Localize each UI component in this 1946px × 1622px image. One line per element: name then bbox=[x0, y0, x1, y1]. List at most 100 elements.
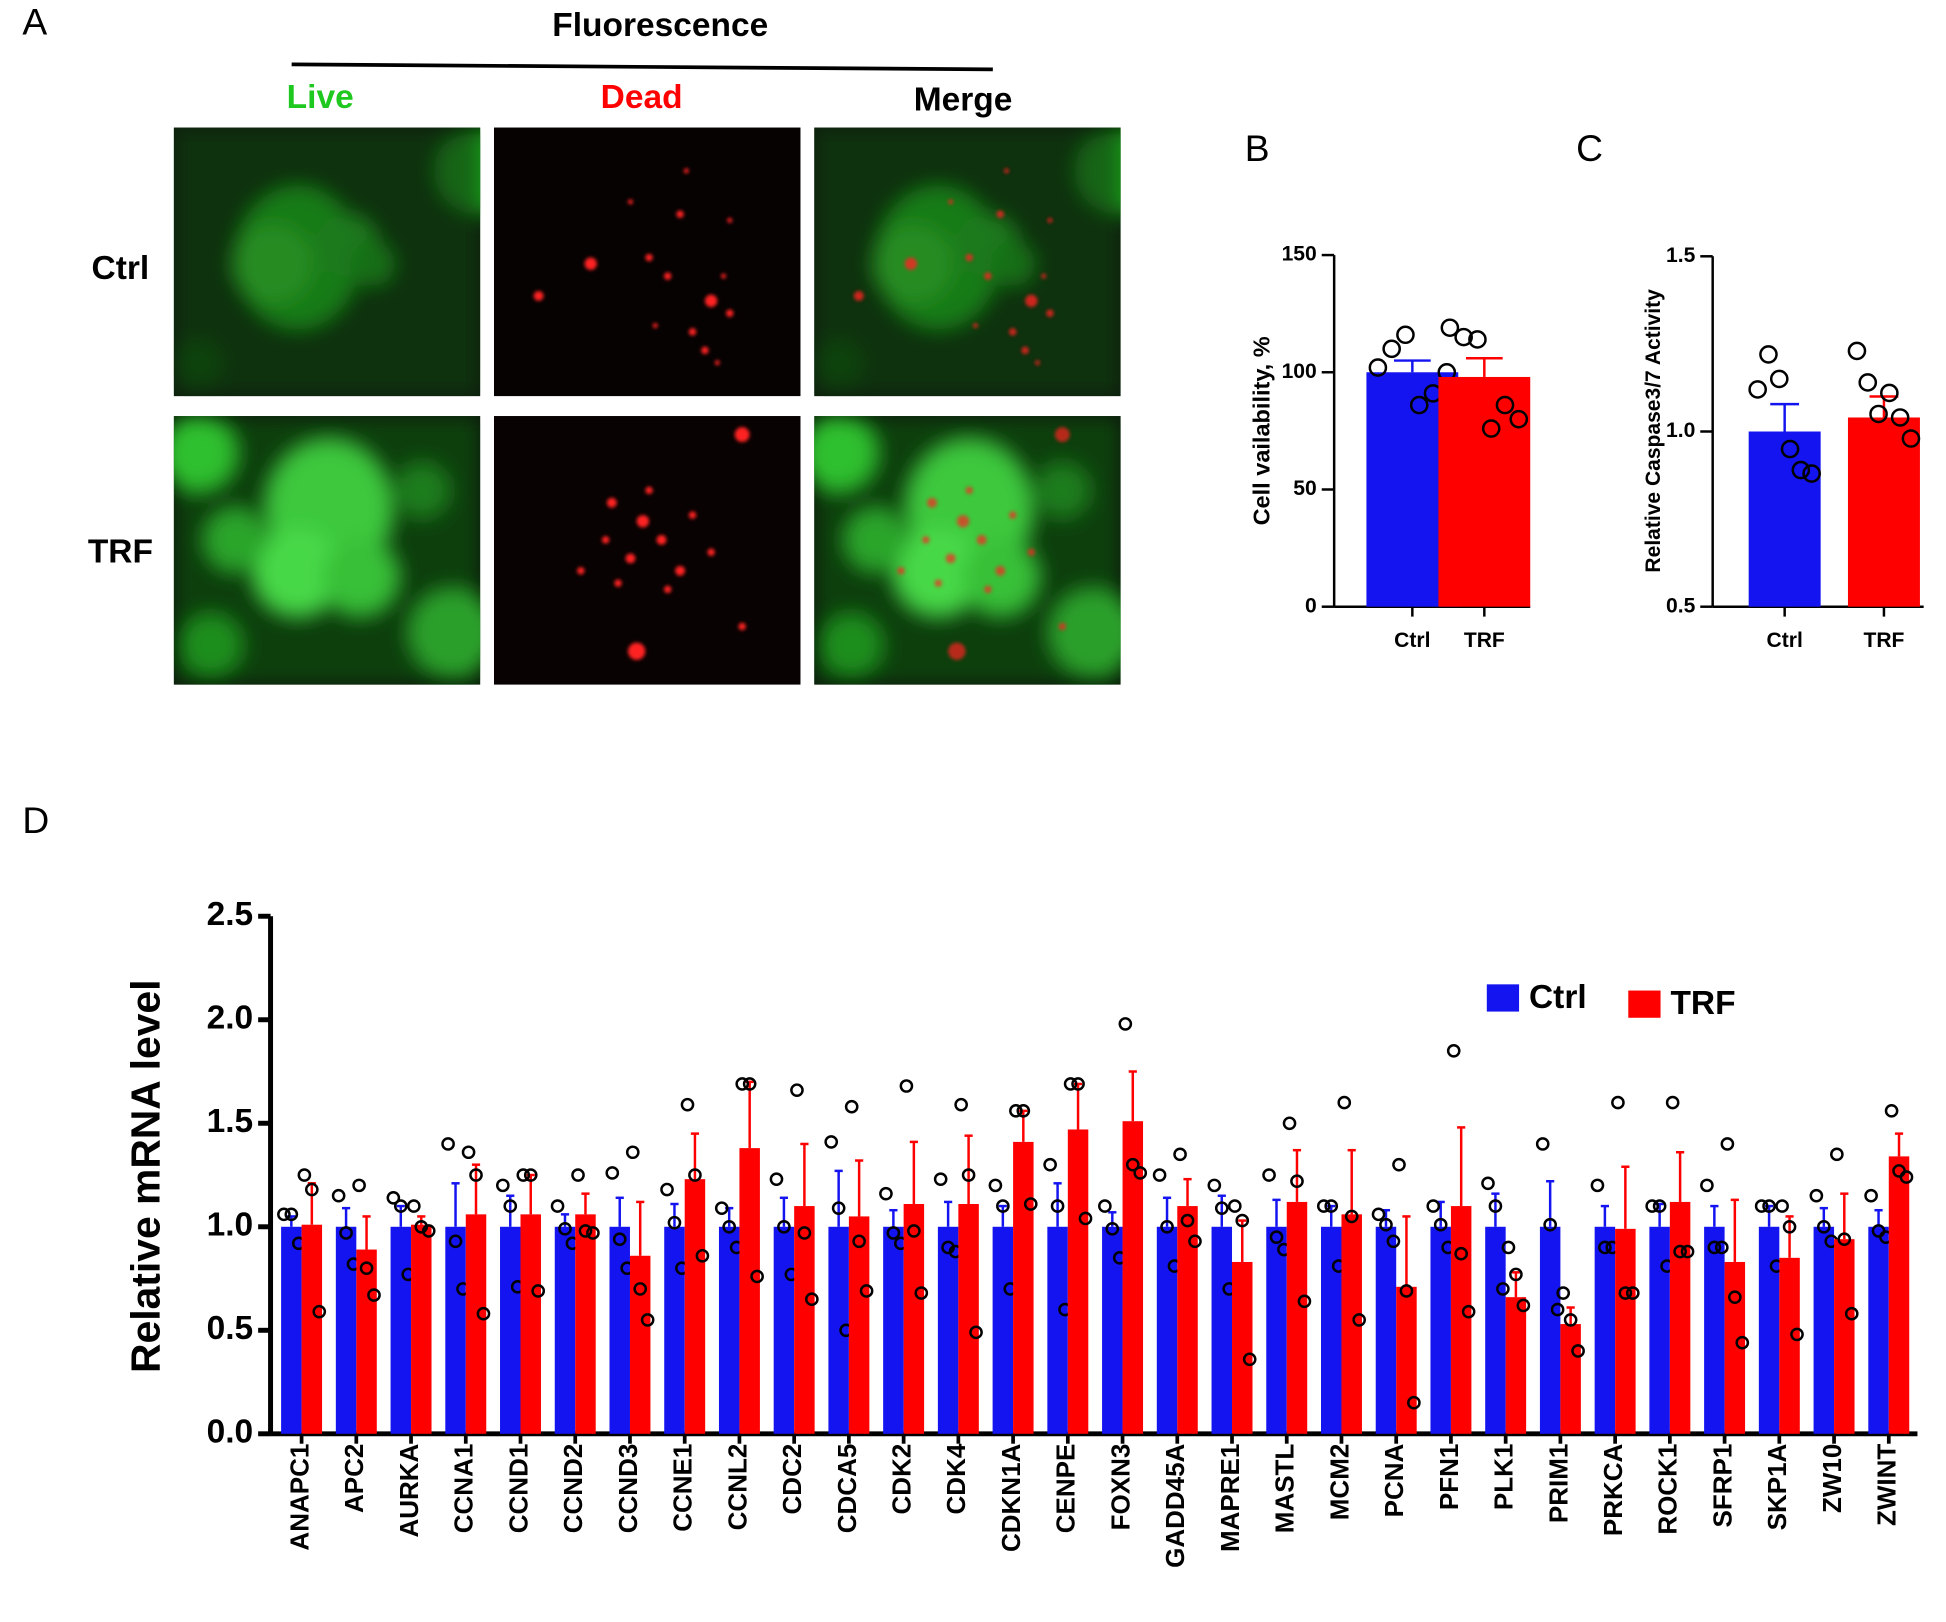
bar bbox=[500, 1226, 521, 1434]
data-point bbox=[393, 1199, 408, 1213]
bar bbox=[1505, 1297, 1527, 1434]
data-point bbox=[1590, 1178, 1605, 1193]
bar bbox=[1758, 1226, 1780, 1434]
bar bbox=[1266, 1226, 1287, 1434]
data-point bbox=[1809, 1188, 1824, 1203]
bar bbox=[1211, 1226, 1233, 1434]
data-point bbox=[304, 1182, 319, 1197]
data-point bbox=[1227, 1199, 1242, 1213]
data-point bbox=[1543, 1217, 1557, 1232]
x-tick-label: PRKCA bbox=[1598, 1444, 1628, 1537]
data-point bbox=[824, 1135, 839, 1149]
data-point bbox=[1023, 1197, 1038, 1211]
data-point bbox=[1324, 1199, 1339, 1213]
data-point bbox=[1556, 1286, 1571, 1300]
data-point bbox=[722, 1219, 737, 1234]
data-point bbox=[1207, 1178, 1222, 1193]
data-point bbox=[297, 1168, 312, 1182]
x-tick-label: CCND2 bbox=[558, 1444, 588, 1534]
bar bbox=[1560, 1324, 1581, 1434]
data-point bbox=[1426, 1199, 1441, 1213]
data-point bbox=[1290, 1174, 1304, 1189]
bar bbox=[1430, 1226, 1451, 1434]
data-point bbox=[448, 1234, 463, 1249]
data-point bbox=[660, 1182, 674, 1197]
data-point bbox=[516, 1168, 531, 1182]
x-tick-label: CDK2 bbox=[886, 1444, 916, 1515]
data-point bbox=[1611, 1095, 1625, 1110]
data-point bbox=[1454, 1246, 1469, 1261]
data-point bbox=[1461, 1304, 1476, 1319]
x-tick-label: CDKN1A bbox=[996, 1444, 1026, 1552]
data-point bbox=[1337, 1095, 1352, 1110]
bar bbox=[664, 1226, 685, 1434]
x-tick-label: MASTL bbox=[1270, 1444, 1300, 1534]
panel-title: Fluorescence bbox=[552, 7, 768, 44]
data-point bbox=[1344, 1209, 1359, 1224]
y-tick-label: 0.5 bbox=[207, 1310, 254, 1347]
data-point bbox=[339, 1226, 353, 1240]
data-point bbox=[1235, 1213, 1250, 1228]
x-tick-label: ZWINT bbox=[1872, 1444, 1902, 1526]
data-point bbox=[750, 1269, 764, 1284]
panel-label: D bbox=[22, 799, 49, 841]
x-tick-label: Ctrl bbox=[1766, 629, 1802, 652]
bar bbox=[1615, 1228, 1636, 1434]
data-point bbox=[441, 1137, 455, 1151]
data-point bbox=[1098, 1199, 1112, 1213]
bar bbox=[629, 1255, 651, 1434]
data-point bbox=[1735, 1335, 1750, 1350]
data-point bbox=[612, 1232, 627, 1247]
data-point bbox=[421, 1224, 436, 1238]
data-point bbox=[1673, 1244, 1687, 1259]
data-point bbox=[1496, 1282, 1510, 1296]
data-point bbox=[367, 1288, 381, 1302]
data-point bbox=[331, 1188, 346, 1203]
data-point bbox=[1078, 1211, 1093, 1226]
data-point bbox=[558, 1222, 572, 1236]
bar bbox=[1341, 1214, 1362, 1434]
y-tick-label: 0.0 bbox=[207, 1414, 254, 1451]
x-tick-label: ANAPC1 bbox=[284, 1444, 314, 1551]
x-tick-label: APC2 bbox=[339, 1444, 369, 1513]
data-point bbox=[1316, 1199, 1331, 1213]
x-tick-label: CCND1 bbox=[503, 1444, 533, 1534]
data-point bbox=[852, 1234, 866, 1249]
data-point bbox=[1780, 439, 1800, 459]
bar bbox=[958, 1204, 979, 1434]
x-tick-label: CCND3 bbox=[613, 1444, 643, 1534]
data-point bbox=[769, 1172, 784, 1186]
data-point bbox=[1379, 1217, 1393, 1232]
x-tick-label: CCNL2 bbox=[722, 1444, 752, 1531]
data-point bbox=[680, 1097, 695, 1112]
data-point bbox=[1516, 1298, 1531, 1313]
x-tick-label: CENPE bbox=[1051, 1444, 1081, 1534]
data-point bbox=[469, 1168, 483, 1182]
data-point bbox=[1152, 1168, 1167, 1182]
data-point bbox=[1242, 1352, 1257, 1367]
data-point bbox=[495, 1178, 510, 1193]
bar bbox=[883, 1226, 904, 1434]
data-point bbox=[531, 1284, 546, 1298]
data-point bbox=[605, 1166, 620, 1180]
data-point bbox=[586, 1226, 600, 1240]
data-point bbox=[1700, 1178, 1714, 1193]
data-point bbox=[1509, 1267, 1523, 1282]
data-point bbox=[777, 1219, 791, 1234]
x-tick-label: SFRP1 bbox=[1707, 1444, 1737, 1528]
data-point bbox=[359, 1261, 374, 1275]
bar bbox=[575, 1214, 596, 1434]
bar bbox=[828, 1226, 849, 1434]
bar bbox=[1232, 1261, 1253, 1434]
data-point bbox=[1063, 1077, 1078, 1091]
data-point bbox=[859, 1284, 874, 1298]
data-point bbox=[961, 1168, 976, 1182]
data-point bbox=[1625, 1286, 1640, 1300]
legend-swatch bbox=[1628, 990, 1661, 1018]
data-point bbox=[1446, 1043, 1461, 1058]
bar bbox=[1396, 1286, 1417, 1434]
x-tick-label: CDK4 bbox=[941, 1443, 971, 1514]
data-point bbox=[1707, 1240, 1722, 1255]
panel-label: C bbox=[1576, 127, 1603, 169]
data-point bbox=[1802, 464, 1821, 483]
